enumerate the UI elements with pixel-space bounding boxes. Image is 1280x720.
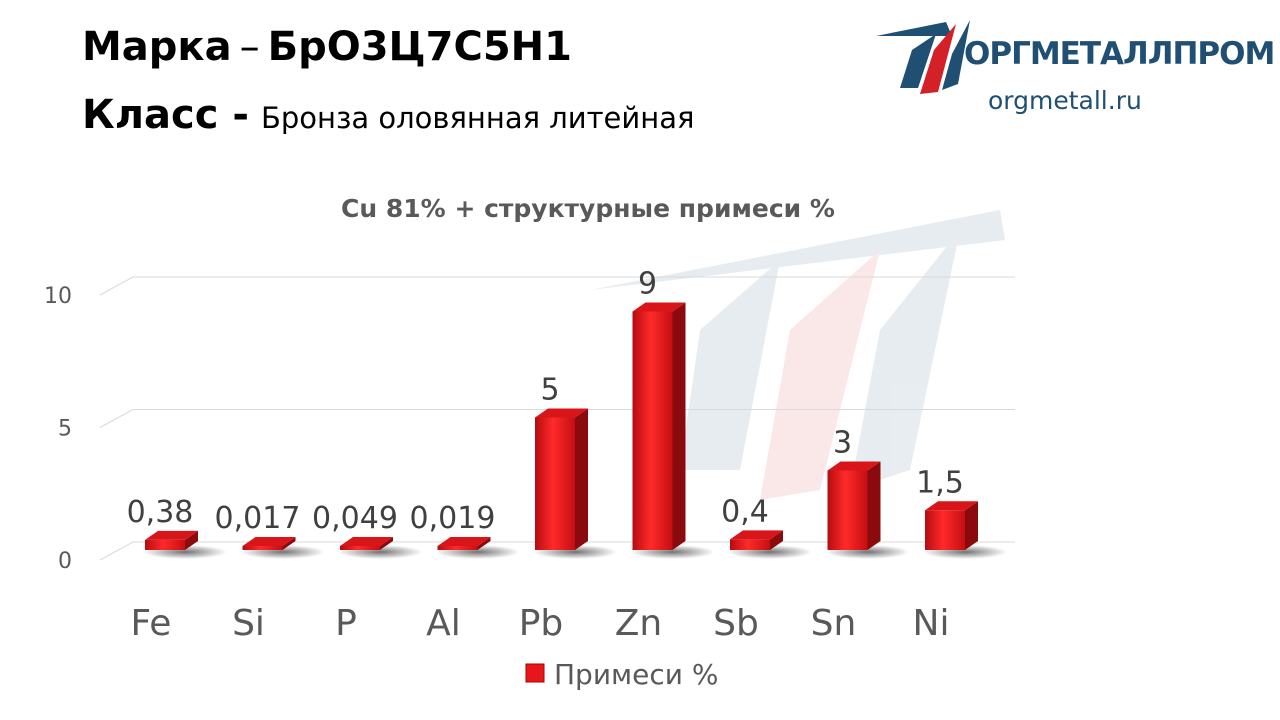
bar-sb: [728, 530, 812, 559]
bar-al: [435, 537, 520, 559]
bar-ni: [923, 501, 1007, 559]
x-tick-label: P: [335, 603, 357, 644]
x-tick-label: Zn: [615, 603, 662, 644]
bar-side: [672, 302, 686, 550]
bar-side: [770, 530, 783, 550]
class-label: Класс -: [82, 92, 249, 138]
grade-label: Марка: [82, 24, 232, 70]
bar-side: [282, 537, 296, 550]
bar-front: [730, 539, 770, 550]
data-label: 0,38: [127, 495, 194, 530]
grade-dash: –: [239, 24, 260, 70]
chart-title: Cu 81% + структурные примеси %: [341, 194, 835, 223]
y-tick-label: 0: [58, 549, 72, 574]
bar-top: [730, 530, 783, 540]
bar-top: [827, 461, 881, 471]
grade-heading: Марка – БрО3Ц7С5Н1: [82, 24, 572, 70]
class-value: Бронза оловянная литейная: [260, 101, 695, 135]
grade-value: БрО3Ц7С5Н1: [267, 24, 572, 70]
bar-side: [575, 408, 588, 550]
bar-front: [632, 311, 673, 550]
y-tick-label: 10: [44, 284, 72, 309]
bar-zn: [630, 302, 715, 559]
bar-front: [535, 417, 575, 550]
y-tick-label: 5: [58, 417, 72, 442]
bar-side: [965, 501, 978, 550]
bar-top: [925, 501, 978, 511]
bar-top: [437, 537, 491, 546]
data-label: 9: [638, 267, 657, 302]
legend-swatch: [525, 663, 545, 683]
bar-side: [185, 530, 198, 550]
data-label: 0,017: [215, 501, 301, 536]
x-tick-label: Ni: [913, 603, 950, 644]
bar-side: [380, 537, 393, 550]
orgmetall-logo-icon[interactable]: [872, 14, 1262, 124]
bar-top: [242, 537, 296, 546]
bar-front: [340, 546, 380, 550]
bar-front: [145, 539, 185, 550]
data-label: 0,019: [410, 501, 496, 536]
watermark-logo: [590, 210, 1005, 500]
data-label: 1,5: [916, 465, 964, 500]
bar-side: [477, 537, 491, 550]
bar-fe: [143, 530, 227, 559]
logo-name[interactable]: ОРГМЕТАЛЛПРОМ: [964, 36, 1275, 72]
bar-sn: [825, 461, 910, 559]
class-heading: Класс - Бронза оловянная литейная: [82, 92, 694, 138]
legend: Примеси %: [525, 658, 718, 691]
gridline-depth: [99, 541, 134, 561]
gridline-depth: [99, 276, 134, 296]
bar-top: [340, 537, 393, 546]
bar-front: [827, 470, 868, 550]
x-tick-label: Si: [232, 603, 265, 644]
data-label: 0,049: [312, 501, 398, 536]
bar-front: [242, 546, 283, 550]
bar-pb: [533, 408, 617, 559]
x-tick-label: Al: [426, 603, 461, 644]
bar-front: [437, 546, 478, 550]
bar-top: [632, 302, 686, 312]
gridline-depth: [99, 409, 134, 428]
data-label: 0,4: [721, 494, 769, 529]
bar-top: [145, 530, 198, 540]
logo-url[interactable]: orgmetall.ru: [988, 86, 1142, 115]
x-tick-label: Sn: [811, 603, 857, 644]
bar-si: [240, 537, 325, 559]
bar-top: [535, 408, 588, 418]
x-tick-label: Fe: [131, 603, 172, 644]
x-tick-label: Sb: [713, 603, 759, 644]
data-label: 5: [540, 373, 559, 408]
bar-p: [338, 537, 422, 559]
bar-side: [867, 461, 881, 550]
x-tick-label: Pb: [519, 603, 564, 644]
data-label: 3: [833, 426, 852, 461]
bar-front: [925, 510, 965, 550]
legend-label: Примеси %: [554, 658, 718, 691]
